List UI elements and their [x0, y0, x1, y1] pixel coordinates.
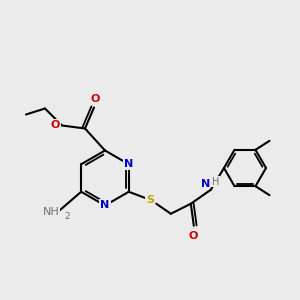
Text: 2: 2: [64, 212, 70, 221]
Text: O: O: [188, 231, 197, 241]
Text: O: O: [51, 119, 60, 130]
Text: NH: NH: [42, 207, 59, 217]
Text: N: N: [201, 179, 210, 189]
Text: H: H: [212, 177, 219, 187]
Text: S: S: [146, 195, 154, 205]
Text: N: N: [124, 159, 134, 169]
Text: O: O: [90, 94, 100, 103]
Text: N: N: [100, 200, 109, 211]
